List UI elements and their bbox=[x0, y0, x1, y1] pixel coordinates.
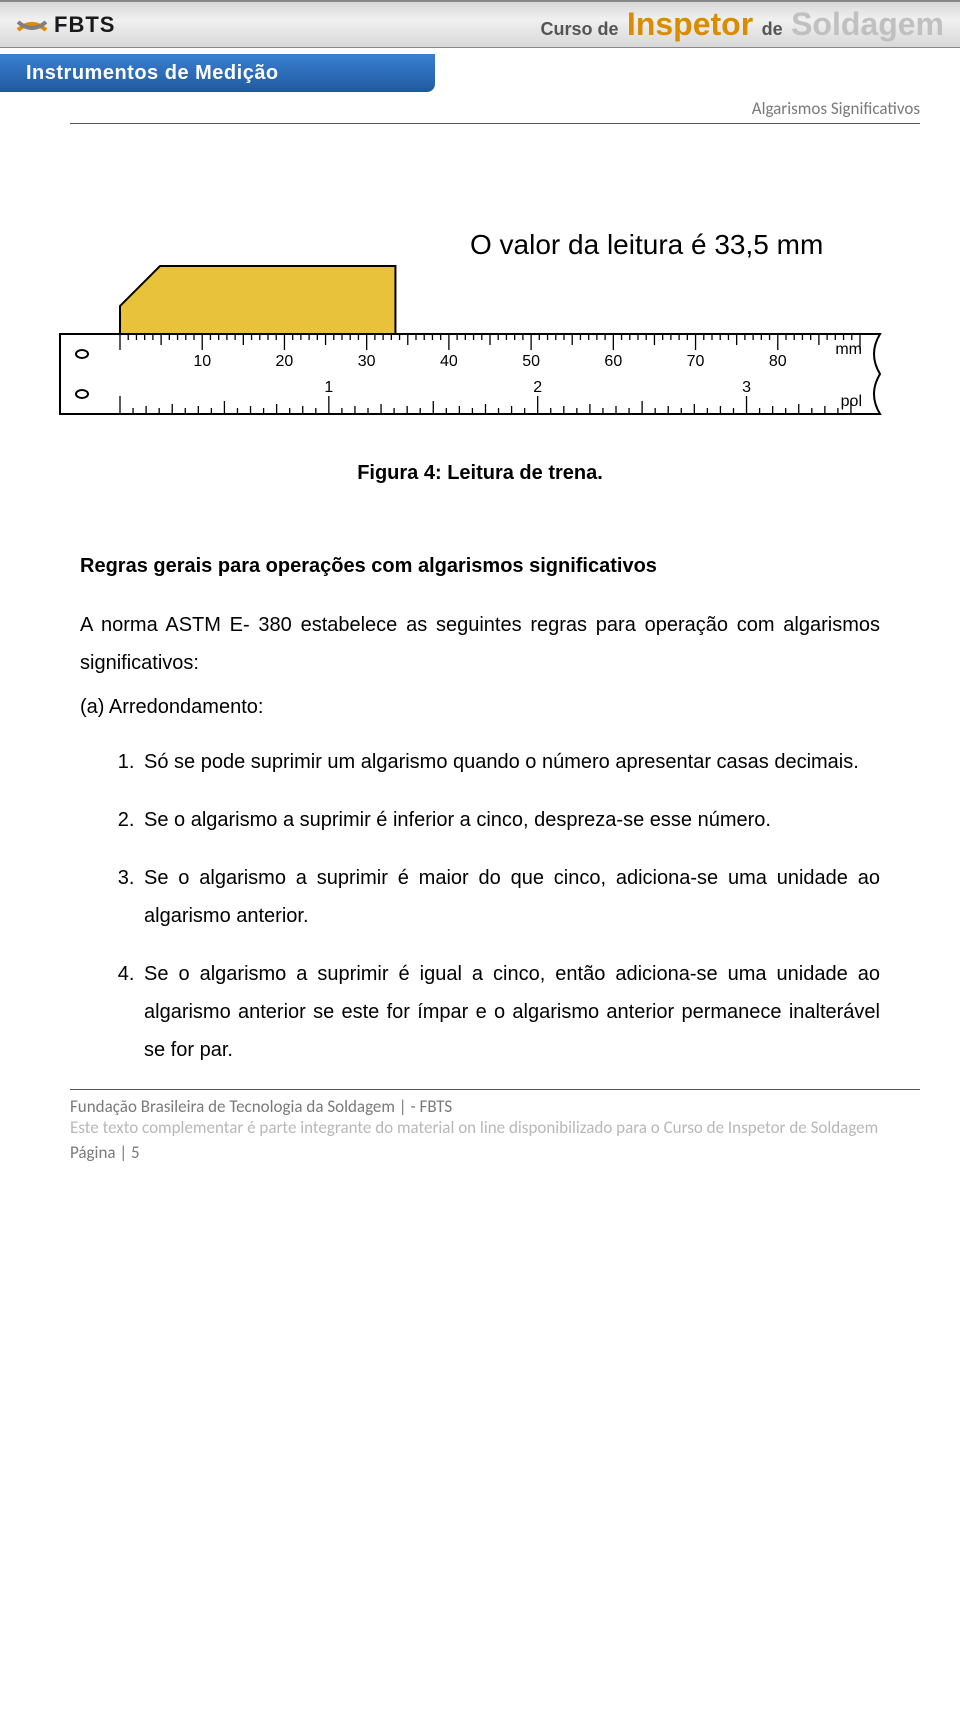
footer: Fundação Brasileira de Tecnologia da Sol… bbox=[70, 1089, 920, 1163]
section-heading: Regras gerais para operações com algaris… bbox=[80, 555, 880, 578]
course-prefix: Curso de bbox=[540, 19, 618, 39]
sub-header-title: Instrumentos de Medição bbox=[26, 62, 279, 85]
rules-list: Só se pode suprimir um algarismo quando … bbox=[140, 743, 880, 1069]
fbts-logo-icon bbox=[16, 12, 48, 38]
svg-text:20: 20 bbox=[276, 353, 294, 370]
rule-item: Se o algarismo a suprimir é maior do que… bbox=[140, 859, 880, 935]
figure-caption: Figura 4: Leitura de trena. bbox=[40, 462, 920, 485]
fbts-logo: FBTS bbox=[16, 12, 115, 38]
rule-item: Se o algarismo a suprimir é igual a cinc… bbox=[140, 955, 880, 1069]
svg-text:10: 10 bbox=[193, 353, 211, 370]
course-title: Curso de Inspetor de Soldagem bbox=[540, 6, 944, 43]
footer-page: Página | 5 bbox=[70, 1142, 920, 1163]
course-word2: Soldagem bbox=[791, 6, 944, 42]
svg-text:30: 30 bbox=[358, 353, 376, 370]
svg-text:3: 3 bbox=[742, 379, 751, 396]
divider-top bbox=[70, 123, 920, 124]
content: Regras gerais para operações com algaris… bbox=[80, 555, 880, 1069]
svg-text:60: 60 bbox=[604, 353, 622, 370]
svg-text:70: 70 bbox=[687, 353, 705, 370]
fbts-logo-text: FBTS bbox=[54, 12, 115, 38]
rule-item: Só se pode suprimir um algarismo quando … bbox=[140, 743, 880, 781]
footer-note: Este texto complementar é parte integran… bbox=[70, 1117, 920, 1140]
svg-text:O valor da leitura é 33,5 mm: O valor da leitura é 33,5 mm bbox=[470, 229, 823, 260]
svg-text:pol: pol bbox=[841, 393, 862, 410]
footer-org: Fundação Brasileira de Tecnologia da Sol… bbox=[70, 1096, 920, 1117]
section-sublabel: (a) Arredondamento: bbox=[80, 696, 880, 719]
svg-text:80: 80 bbox=[769, 353, 787, 370]
header-bar: FBTS Curso de Inspetor de Soldagem bbox=[0, 0, 960, 48]
rule-item: Se o algarismo a suprimir é inferior a c… bbox=[140, 801, 880, 839]
svg-text:40: 40 bbox=[440, 353, 458, 370]
course-mid: de bbox=[762, 19, 783, 39]
course-word1: Inspetor bbox=[627, 6, 753, 42]
svg-text:2: 2 bbox=[533, 379, 542, 396]
breadcrumb: Algarismos Significativos bbox=[0, 92, 960, 123]
svg-text:mm: mm bbox=[835, 341, 862, 358]
figure-wrap: O valor da leitura é 33,5 mm 10 20 30 40 50 6… bbox=[40, 224, 920, 485]
svg-text:50: 50 bbox=[522, 353, 540, 370]
ruler-figure: O valor da leitura é 33,5 mm 10 20 30 40 50 6… bbox=[40, 224, 920, 434]
sub-header-bar: Instrumentos de Medição bbox=[0, 54, 435, 92]
svg-text:1: 1 bbox=[324, 379, 333, 396]
section-intro: A norma ASTM E- 380 estabelece as seguin… bbox=[80, 606, 880, 682]
